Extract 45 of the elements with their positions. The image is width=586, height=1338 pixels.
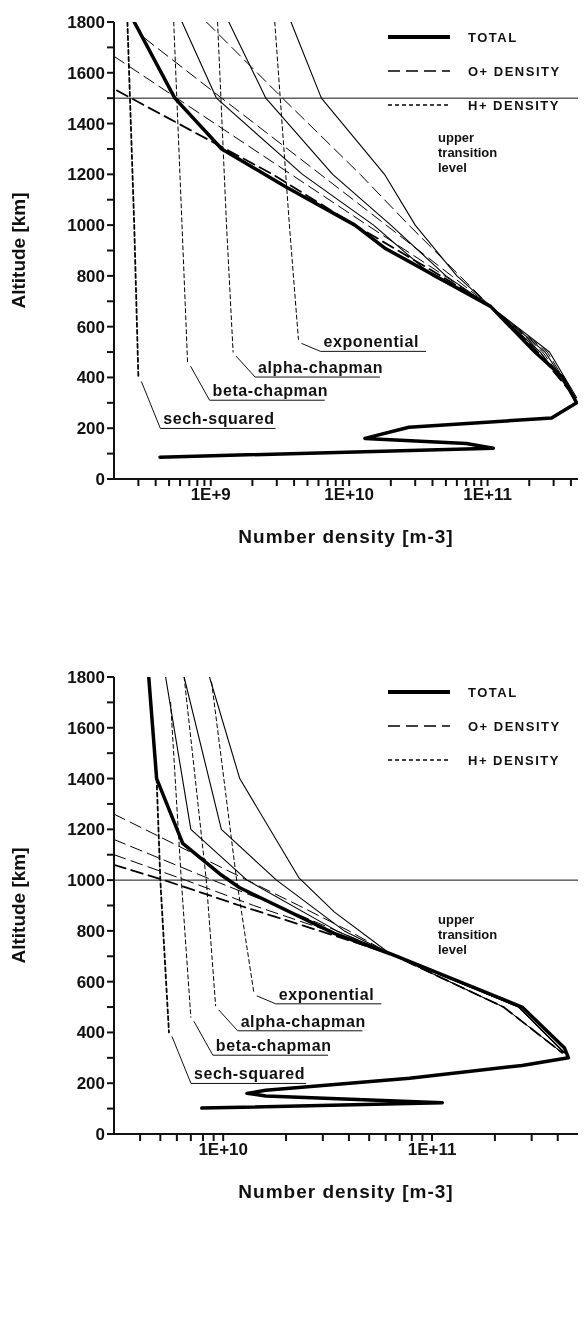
y-tick-label: 400 [76,368,105,388]
legend-label: TOTAL [468,684,518,700]
y-tick-label: 1600 [67,63,105,83]
legend-label: O+ DENSITY [468,63,561,79]
y-tick-label: 1200 [67,165,105,185]
annotation: beta-chapman [215,1037,332,1055]
x-tick-label: 1E+10 [324,485,374,505]
annotation: sech-squared [193,1065,306,1083]
y-tick-label: 200 [76,1074,105,1094]
legend-label: O+ DENSITY [468,718,561,734]
x-axis-title: Number density [m-3] [238,526,454,547]
x-tick-label: 1E+11 [463,485,512,505]
y-tick-label: 0 [95,470,105,490]
y-tick-label: 1000 [67,871,105,891]
ref-line-label: upper transition level [438,912,498,958]
annotation: sech-squared [163,410,275,428]
annotation: exponential [278,985,375,1003]
y-tick-label: 1000 [67,216,105,236]
y-tick-label: 0 [95,1125,105,1145]
y-tick-label: 1800 [67,668,105,688]
y-tick-label: 800 [76,921,105,941]
x-tick-label: 1E+9 [190,485,231,505]
x-axis-title: Number density [m-3] [238,1181,454,1202]
y-tick-label: 1400 [67,769,105,789]
legend-label: TOTAL [468,29,518,45]
annotation: beta-chapman [212,382,329,400]
y-tick-label: 1200 [67,820,105,840]
legend-label: H+ DENSITY [468,97,560,113]
annotation: alpha-chapman [240,1012,366,1030]
ref-line-label: upper transition level [438,130,498,176]
y-axis-title: Altitude [km] [7,192,29,309]
y-tick-label: 600 [76,317,105,337]
y-axis-title: Altitude [km] [7,847,29,964]
y-tick-label: 1600 [67,718,105,738]
y-tick-label: 600 [76,972,105,992]
annotation: exponential [323,333,419,351]
y-tick-label: 200 [76,419,105,439]
legend-label: H+ DENSITY [468,752,560,768]
y-tick-label: 400 [76,1023,105,1043]
annotation: alpha-chapman [258,359,384,377]
x-tick-label: 1E+11 [407,1140,457,1160]
y-tick-label: 800 [76,266,105,286]
y-tick-label: 1800 [67,13,105,33]
x-tick-label: 1E+10 [198,1140,249,1160]
y-tick-label: 1400 [67,114,105,134]
